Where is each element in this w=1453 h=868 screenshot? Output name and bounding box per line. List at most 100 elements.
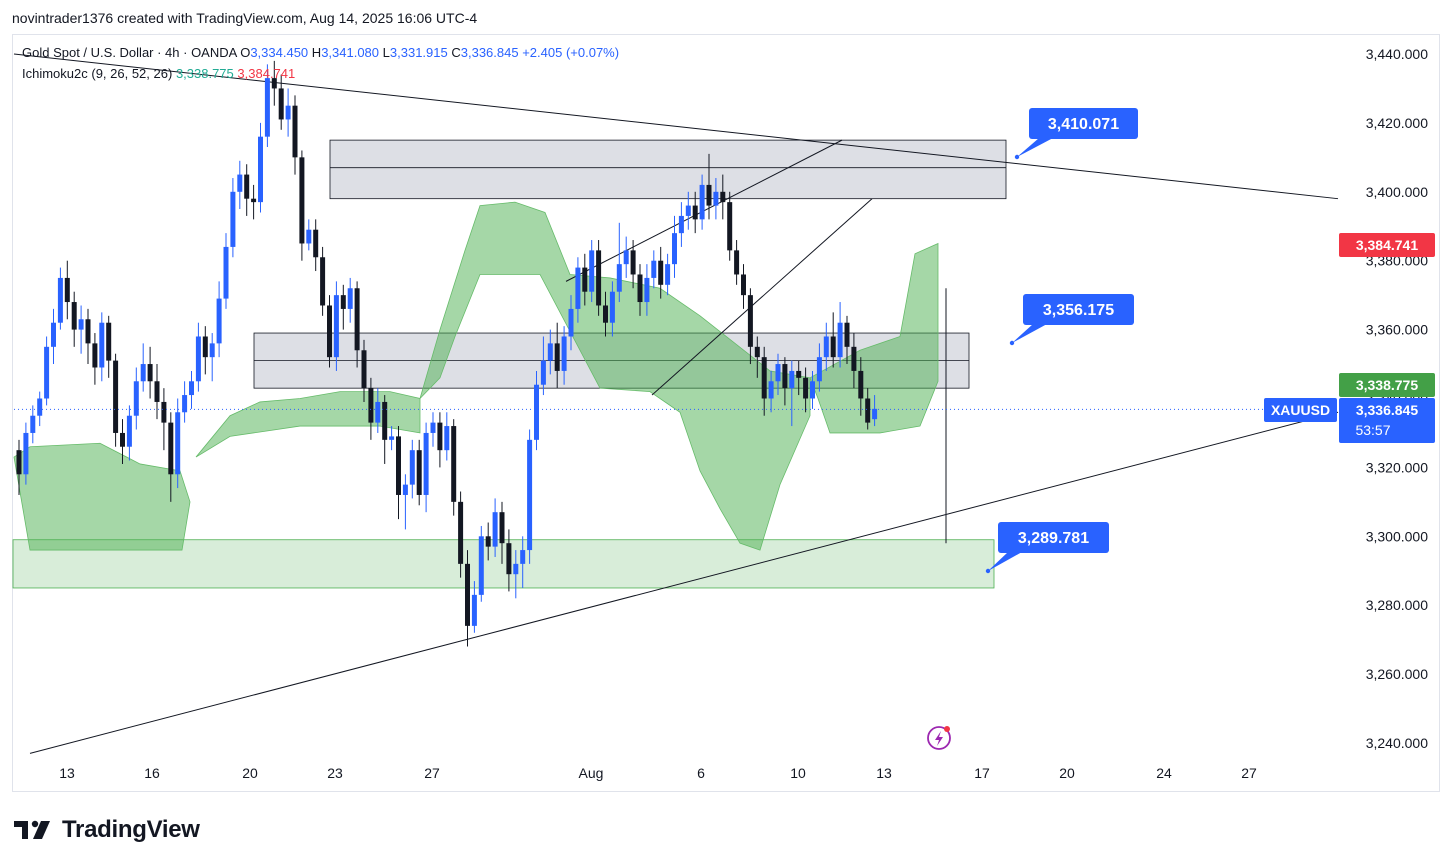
candle[interactable] xyxy=(520,550,526,564)
candle[interactable] xyxy=(872,408,878,420)
price-callout[interactable] xyxy=(998,522,1109,553)
candle[interactable] xyxy=(458,501,464,564)
candle[interactable] xyxy=(278,88,284,120)
candle[interactable] xyxy=(865,398,871,423)
candle[interactable] xyxy=(106,322,112,361)
candle[interactable] xyxy=(830,336,836,358)
candle[interactable] xyxy=(251,198,257,203)
candle[interactable] xyxy=(299,157,305,244)
candle[interactable] xyxy=(678,215,684,234)
candle[interactable] xyxy=(692,205,698,220)
candle[interactable] xyxy=(816,357,822,382)
candle[interactable] xyxy=(465,563,470,626)
candle[interactable] xyxy=(382,401,388,440)
candle[interactable] xyxy=(810,381,815,399)
candle[interactable] xyxy=(175,412,181,475)
candle[interactable] xyxy=(623,250,629,265)
candle[interactable] xyxy=(396,436,401,495)
candle[interactable] xyxy=(264,78,270,137)
indicator-legend[interactable]: Ichimoku2c (9, 26, 52, 26) 3,338.775 3,3… xyxy=(22,66,295,81)
candle[interactable] xyxy=(237,174,243,192)
candle[interactable] xyxy=(768,381,774,399)
candle[interactable] xyxy=(120,432,125,447)
candle[interactable] xyxy=(202,336,208,358)
candle[interactable] xyxy=(147,364,153,382)
tradingview-logo[interactable]: TradingView xyxy=(14,816,200,844)
candle[interactable] xyxy=(313,229,319,258)
candle[interactable] xyxy=(347,288,353,309)
candle[interactable] xyxy=(271,78,277,89)
candle[interactable] xyxy=(644,277,650,303)
candle[interactable] xyxy=(685,205,691,216)
candle[interactable] xyxy=(99,322,105,368)
candle[interactable] xyxy=(37,398,43,416)
candle[interactable] xyxy=(92,343,98,368)
candle[interactable] xyxy=(658,260,664,285)
candle[interactable] xyxy=(568,308,574,337)
candle[interactable] xyxy=(513,563,519,575)
candle[interactable] xyxy=(368,388,374,423)
candle[interactable] xyxy=(775,364,781,382)
ascending-trendline[interactable] xyxy=(29,411,1339,754)
candle[interactable] xyxy=(803,377,809,399)
candle[interactable] xyxy=(547,343,553,361)
candle[interactable] xyxy=(437,422,443,451)
candle[interactable] xyxy=(589,250,595,292)
candle[interactable] xyxy=(389,436,395,440)
candle[interactable] xyxy=(747,295,753,347)
candle[interactable] xyxy=(85,319,91,344)
candle[interactable] xyxy=(754,346,760,358)
candle[interactable] xyxy=(630,250,636,275)
candle[interactable] xyxy=(44,346,50,399)
candle[interactable] xyxy=(306,229,312,244)
candle[interactable] xyxy=(285,105,291,120)
candle[interactable] xyxy=(761,357,767,399)
candle[interactable] xyxy=(416,450,422,495)
candle[interactable] xyxy=(216,298,222,344)
candle[interactable] xyxy=(616,264,622,292)
candle[interactable] xyxy=(51,322,56,347)
candle[interactable] xyxy=(851,346,857,371)
candle[interactable] xyxy=(575,267,581,309)
candle[interactable] xyxy=(823,336,829,358)
candle[interactable] xyxy=(534,384,539,440)
descending-trendline[interactable] xyxy=(13,53,1339,200)
candle[interactable] xyxy=(409,450,415,485)
candle[interactable] xyxy=(327,305,332,358)
candle[interactable] xyxy=(189,381,194,396)
price-callout[interactable] xyxy=(1029,108,1138,139)
candle[interactable] xyxy=(789,370,795,389)
candle[interactable] xyxy=(30,415,36,433)
candle[interactable] xyxy=(423,432,429,495)
candle[interactable] xyxy=(741,274,746,296)
candle[interactable] xyxy=(78,319,84,330)
candle[interactable] xyxy=(258,136,263,203)
flash-icon[interactable] xyxy=(927,726,951,750)
candle[interactable] xyxy=(713,191,719,206)
candle[interactable] xyxy=(182,395,188,413)
candle[interactable] xyxy=(57,277,63,323)
candle[interactable] xyxy=(796,370,802,378)
candle[interactable] xyxy=(561,336,567,371)
candle[interactable] xyxy=(603,305,608,323)
candle[interactable] xyxy=(361,350,367,389)
candle[interactable] xyxy=(23,432,29,475)
candle[interactable] xyxy=(554,343,560,371)
candle[interactable] xyxy=(161,401,167,423)
candle[interactable] xyxy=(244,174,250,199)
candle[interactable] xyxy=(782,364,788,389)
candle[interactable] xyxy=(506,543,512,575)
candle[interactable] xyxy=(527,439,533,551)
channel-lower-line[interactable] xyxy=(651,198,873,396)
candle[interactable] xyxy=(706,184,712,206)
candle[interactable] xyxy=(16,450,22,475)
candle[interactable] xyxy=(672,233,677,265)
candle[interactable] xyxy=(720,191,726,203)
candle[interactable] xyxy=(209,343,215,358)
candle[interactable] xyxy=(844,322,850,347)
candle[interactable] xyxy=(451,426,457,502)
candle[interactable] xyxy=(320,257,326,306)
candle[interactable] xyxy=(499,512,505,544)
price-callout[interactable] xyxy=(1023,294,1134,325)
candle[interactable] xyxy=(140,364,146,382)
